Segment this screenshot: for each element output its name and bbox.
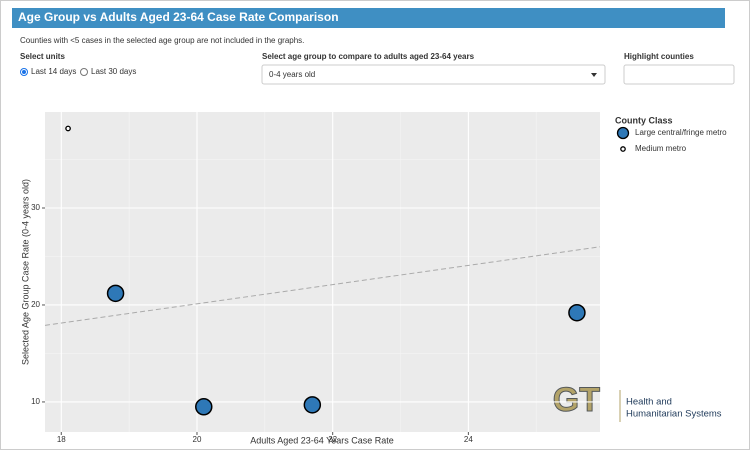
logo-text: Health and xyxy=(626,397,672,408)
y-axis-label: Selected Age Group Case Rate (0-4 years … xyxy=(20,179,30,365)
x-tick-label: 22 xyxy=(328,435,337,444)
point xyxy=(568,303,586,322)
legend-swatch xyxy=(616,126,630,140)
point xyxy=(303,396,322,414)
y-tick-label: 20 xyxy=(31,300,40,309)
header-bar xyxy=(12,8,725,28)
plot: 18 20 22 24 10 20 30 Large central/fringe metro… xyxy=(31,112,727,444)
legend-title: County Class xyxy=(615,115,673,125)
trend-line xyxy=(44,246,601,326)
point xyxy=(195,398,213,416)
age-group-label: Select age group to compare to adults ag… xyxy=(262,52,475,61)
dropdown[interactable] xyxy=(261,64,606,85)
point xyxy=(65,125,71,132)
note: Counties with <5 cases in the selected a… xyxy=(20,36,304,45)
highlight-input[interactable] xyxy=(623,64,735,85)
legend-label: Large central/fringe metro xyxy=(635,128,727,137)
point xyxy=(106,284,125,303)
x-tick-label: 24 xyxy=(464,435,473,444)
highlight-label: Highlight counties xyxy=(624,52,694,61)
radio[interactable] xyxy=(80,68,88,76)
logo-text: Humanitarian Systems xyxy=(626,409,722,420)
units-label: Select units xyxy=(20,52,65,61)
logo-mark: GT xyxy=(553,381,600,419)
radio-dot xyxy=(22,70,26,74)
y-tick-label: 30 xyxy=(31,203,40,212)
dropdown-value: 0-4 years old xyxy=(269,70,315,79)
x-tick-label: 20 xyxy=(193,435,202,444)
x-axis-label: Adults Aged 23-64 Years Case Rate xyxy=(250,435,394,445)
radio-label[interactable]: Last 30 days xyxy=(91,67,136,76)
header-title: Age Group vs Adults Aged 23-64 Case Rate… xyxy=(18,10,339,24)
radio-label[interactable]: Last 14 days xyxy=(31,67,76,76)
legend-swatch xyxy=(620,146,626,152)
plot-panel xyxy=(45,112,600,432)
x-tick-label: 18 xyxy=(57,435,66,444)
y-tick-label: 10 xyxy=(31,397,40,406)
dropdown-arrow xyxy=(591,73,597,77)
legend-label: Medium metro xyxy=(635,144,687,153)
